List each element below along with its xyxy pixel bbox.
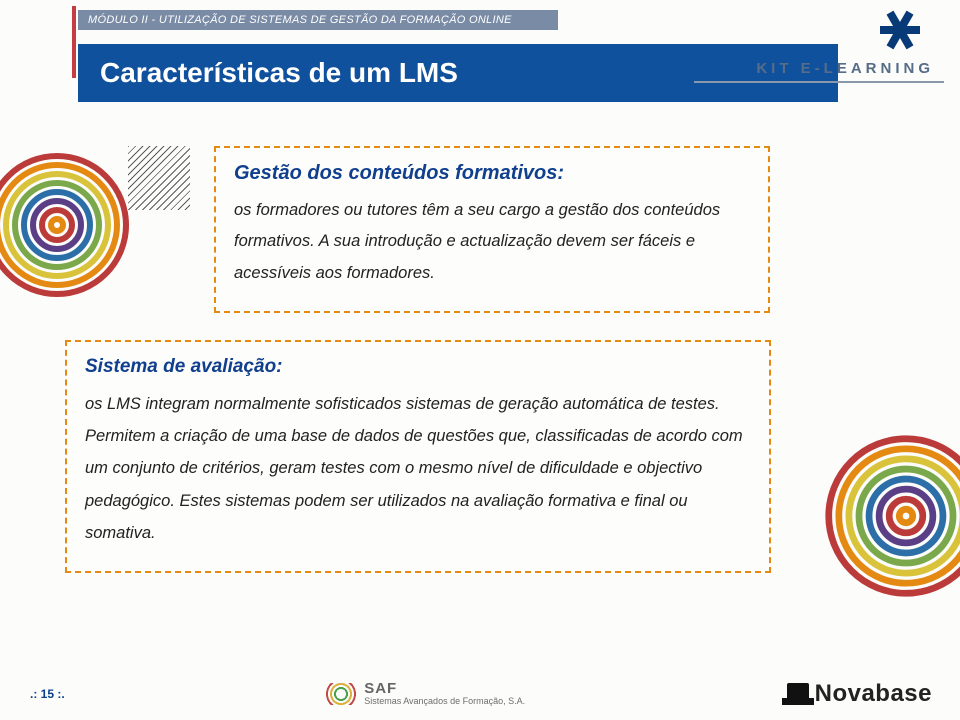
footer: .: 15 :. SAF Sistemas Avançados de Forma… — [0, 668, 960, 720]
kit-underline — [694, 81, 944, 83]
slide-title: Características de um LMS — [100, 57, 458, 89]
box2-heading: Sistema de avaliação: — [85, 356, 751, 378]
accent-bar — [72, 6, 76, 78]
box1-heading: Gestão dos conteúdos formativos: — [234, 162, 750, 185]
module-text: MÓDULO II - UTILIZAÇÃO DE SISTEMAS DE GE… — [88, 14, 512, 26]
rings-right-graphic — [822, 432, 960, 600]
rings-left-graphic — [0, 150, 132, 300]
content-box-2: Sistema de avaliação: os LMS integram no… — [65, 340, 771, 573]
page-number: .: 15 :. — [30, 687, 65, 701]
saf-text: SAF Sistemas Avançados de Formação, S.A. — [364, 681, 525, 707]
kit-label: KIT E-LEARNING — [756, 60, 934, 77]
content-box-1: Gestão dos conteúdos formativos: os form… — [214, 146, 770, 313]
hatch-pattern — [128, 146, 190, 210]
saf-rings-icon — [326, 683, 356, 705]
novabase-icon — [787, 683, 809, 705]
box2-body: os LMS integram normalmente sofisticados… — [85, 388, 751, 549]
novabase-logo: Novabase — [787, 680, 932, 708]
saf-logo-block: SAF Sistemas Avançados de Formação, S.A. — [326, 681, 525, 707]
asterisk-icon — [874, 4, 926, 56]
saf-sub: Sistemas Avançados de Formação, S.A. — [364, 696, 525, 706]
box1-body: os formadores ou tutores têm a seu cargo… — [234, 195, 750, 289]
saf-title: SAF — [364, 680, 397, 697]
kit-branding: KIT E-LEARNING — [674, 4, 954, 128]
module-band: MÓDULO II - UTILIZAÇÃO DE SISTEMAS DE GE… — [78, 10, 558, 30]
novabase-text: Novabase — [815, 680, 932, 708]
